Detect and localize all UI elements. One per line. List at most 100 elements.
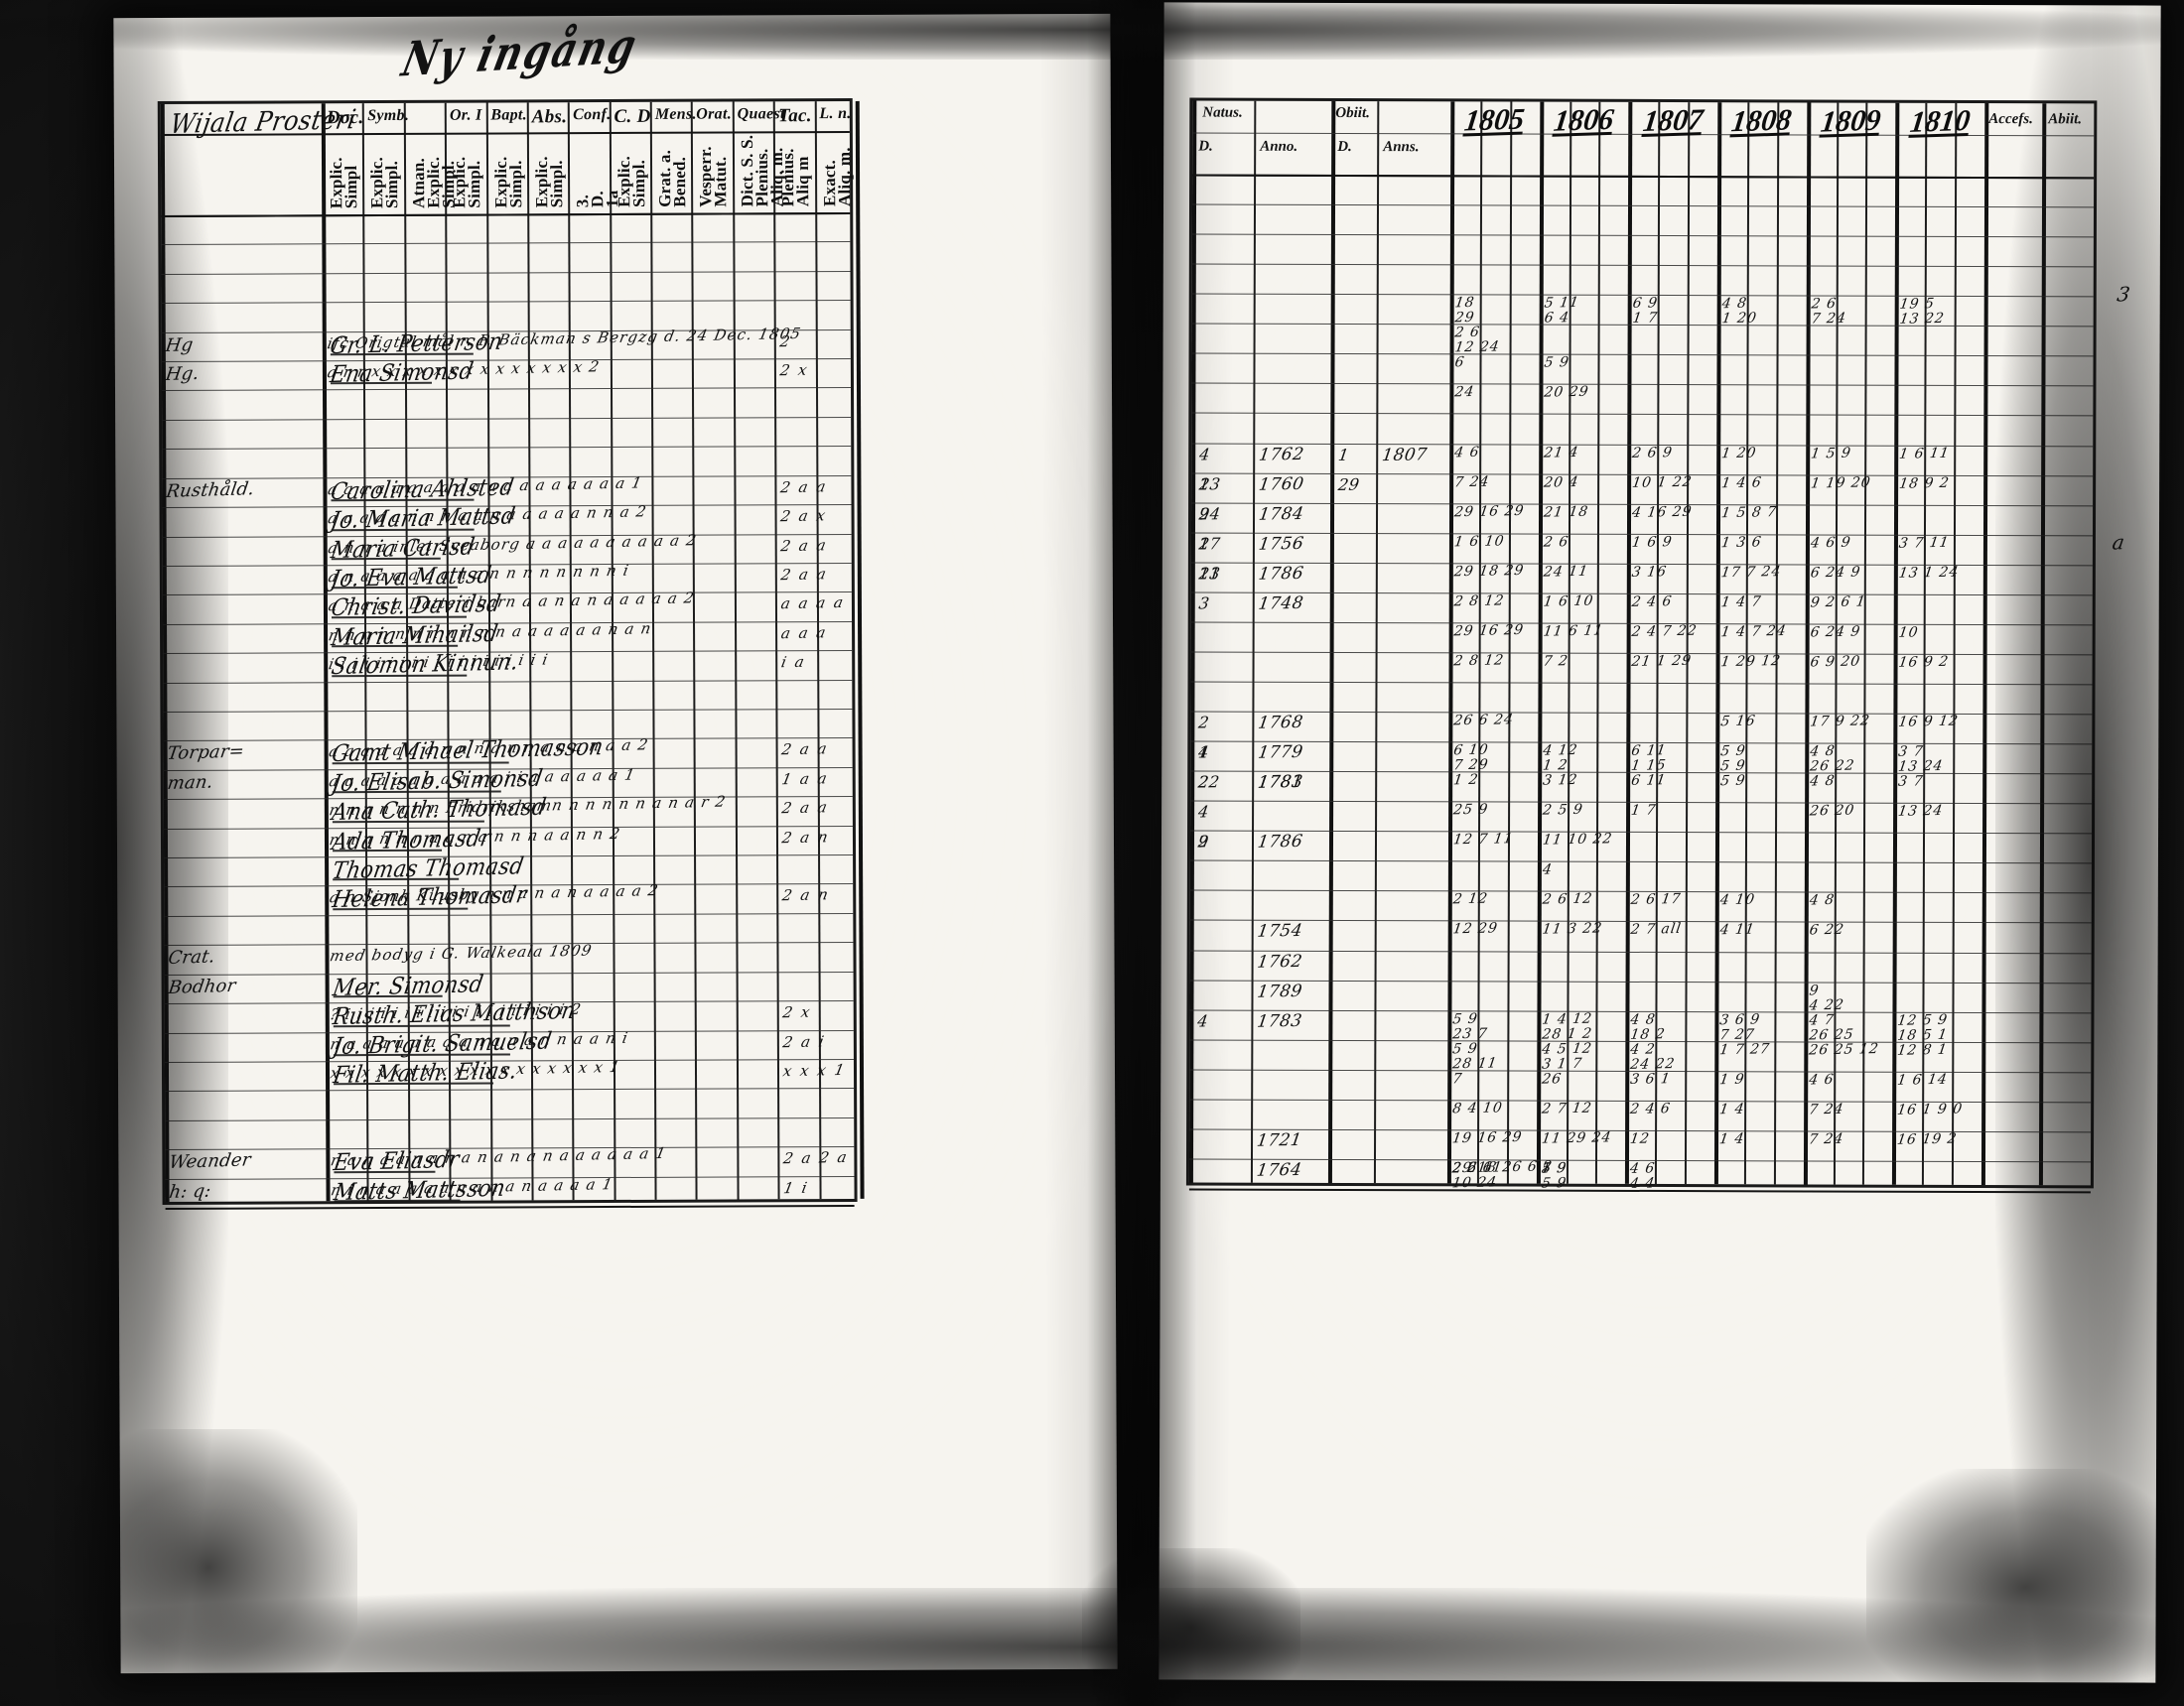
right-cell-1807-r22-l1: 18 2 xyxy=(1629,1025,1667,1043)
left-row-rule-31 xyxy=(165,1116,855,1121)
right-header-obiit-anns: Anns. xyxy=(1383,139,1420,156)
right-cell-1805-r28-l1: 10 24 xyxy=(1450,1174,1499,1192)
right-cell-1807-r28-l0: 4 6 xyxy=(1629,1160,1657,1177)
right-cell-1808-r19-l0: 4 10 xyxy=(1718,891,1757,909)
right-cell-1808-r15-l0: 5 9 xyxy=(1719,772,1747,790)
right-cell-1809-r24-l0: 4 6 xyxy=(1807,1071,1836,1089)
right-cell-1809-r5-l0: 1 5 9 xyxy=(1809,445,1852,462)
right-year-header-1: 1806 xyxy=(1552,102,1616,138)
right-natus-anno-7: 1756 xyxy=(1257,533,1305,555)
right-year-header-5: 1810 xyxy=(1907,103,1973,139)
right-cell-1808-r25-l0: 1 4 xyxy=(1718,1101,1746,1118)
left-row-name-underline-11 xyxy=(332,820,484,823)
left-row-tail-14: 2 a n xyxy=(780,885,833,905)
right-cell-1807-r22-l0: 4 8 xyxy=(1629,1011,1658,1028)
right-cell-1808-r7-l0: 1 5 8 7 xyxy=(1719,503,1779,521)
right-natus-anno-24: 1721 xyxy=(1255,1129,1303,1151)
right-row-rule-27 xyxy=(1189,980,2092,984)
right-header-natus-anno: Anno. xyxy=(1260,138,1298,155)
right-cell-1810-r6-l0: 18 9 2 xyxy=(1898,474,1952,492)
right-natus-d-16: 22 xyxy=(1196,772,1221,792)
left-page: Ny ingång Wijala Prosteri Doc. Explic. Simp… xyxy=(113,13,1118,1674)
right-cell-1808-r20-l0: 4 11 xyxy=(1718,921,1756,939)
left-row-rule-7 xyxy=(162,416,852,421)
left-col-header-8: Mens. xyxy=(654,105,697,123)
right-cell-1805-r12-l0: 2 8 12 xyxy=(1452,652,1506,670)
right-cell-1807-r16-l0: 1 7 xyxy=(1630,802,1658,820)
left-row-tail-6: a a a a xyxy=(779,593,848,613)
right-cell-1807-r8-l0: 1 6 9 xyxy=(1631,533,1675,551)
right-cell-1805-r19-l0: 2 12 xyxy=(1451,891,1490,908)
right-natus-anno-5: 1784 xyxy=(1257,503,1305,525)
right-page: Natus. Obiit. D. Anno. D. Anns. 1805 1806 1807 18… xyxy=(1159,2,2161,1683)
right-cell-1808-r13-l0: 5 16 xyxy=(1719,713,1757,730)
right-cell-1808-r6-l0: 1 4 6 xyxy=(1720,473,1763,491)
right-natus-d-11: 3 xyxy=(1197,593,1211,613)
right-cell-1805-r25-l0: 8 4 10 xyxy=(1451,1100,1504,1117)
right-table: Natus. Obiit. D. Anno. D. Anns. 1805 1806 1807 18… xyxy=(1185,97,2132,1194)
right-cell-1808-r24-l0: 1 9 xyxy=(1718,1071,1746,1088)
left-row-name-underline-10 xyxy=(332,790,501,794)
right-row-rule-2 xyxy=(1191,233,2094,238)
left-row-marks-0: ifc Origtal mål r. P. Bäckman s Bergzg d… xyxy=(326,324,803,352)
right-cell-1806-r17-l0: 11 10 22 xyxy=(1541,831,1614,849)
right-obiit-d-0: 1 xyxy=(1336,445,1351,464)
right-cell-1808-r12-l0: 1 29 12 xyxy=(1719,652,1783,671)
right-cell-1806-r14-l0: 4 12 xyxy=(1541,742,1579,759)
right-natus-anno-22: 1789 xyxy=(1256,981,1304,1002)
right-cell-1809-r21-l0: 9 xyxy=(1808,982,1821,999)
left-row-tail-7: a a a xyxy=(779,622,830,643)
right-cell-1805-r13-l0: 26 6 24 xyxy=(1452,712,1515,729)
left-row-tail-0: 2 xyxy=(778,331,794,350)
right-obiit-d-1: 29 xyxy=(1336,474,1361,494)
left-col-header-4: Bapt. xyxy=(490,106,527,124)
left-table-col-rule-13 xyxy=(855,100,865,1199)
right-cell-1805-r7-l0: 29 16 29 xyxy=(1452,502,1526,521)
right-margin-mark-1: a xyxy=(2111,530,2127,555)
left-row-tail-10: 1 a a xyxy=(780,769,831,789)
right-cell-1806-r18-l0: 4 xyxy=(1541,861,1554,878)
right-cell-1805-r17-l0: 12 7 11 xyxy=(1451,831,1515,849)
right-cell-1810-r24-l0: 1 6 14 xyxy=(1896,1071,1950,1089)
left-row-rule-26 xyxy=(164,971,854,976)
right-row-rule-3 xyxy=(1191,263,2094,268)
right-cell-1806-r5-l0: 21 4 xyxy=(1542,444,1580,461)
right-cell-1810-r1-l1: 13 22 xyxy=(1898,311,1947,328)
right-cell-1808-r22-l0: 3 6 9 xyxy=(1718,1011,1762,1028)
right-cell-1806-r6-l0: 20 4 xyxy=(1542,473,1580,491)
right-header-obiit: Obiit. xyxy=(1335,104,1370,122)
left-col-header-0: Doc. xyxy=(326,107,364,129)
left-row-tail-17: 2 x xyxy=(781,1002,814,1022)
right-cell-1808-r10-l0: 1 4 7 xyxy=(1719,593,1763,611)
right-cell-1810-r16-l0: 13 24 xyxy=(1897,803,1945,821)
right-natus-anno-3: 1760 xyxy=(1257,473,1305,495)
right-natus-d-23: 4 xyxy=(1196,1010,1210,1031)
left-row-tail-9: 2 a a xyxy=(780,739,831,759)
right-cell-1809-r13-l0: 17 9 22 xyxy=(1808,713,1871,730)
right-cell-1810-r11-l0: 10 xyxy=(1897,624,1920,641)
right-cell-1810-r8-l0: 3 7 11 xyxy=(1898,534,1951,552)
right-row-rule-7 xyxy=(1191,382,2094,387)
right-cell-1810-r23-l0: 12 8 1 xyxy=(1896,1041,1950,1059)
right-cell-1806-r23-l0: 4 5 12 xyxy=(1540,1040,1593,1058)
right-cell-1805-r23-l1: 28 11 xyxy=(1451,1055,1499,1073)
right-natus-anno-2: 1762 xyxy=(1257,444,1305,465)
right-natus-d-12: 2 xyxy=(1197,713,1211,732)
right-natus-d-4: 2 xyxy=(1197,473,1212,494)
right-cell-1809-r20-l0: 6 22 xyxy=(1808,922,1845,939)
right-cell-1808-r8-l0: 1 3 6 xyxy=(1719,534,1763,551)
right-cell-1806-r7-l0: 21 18 xyxy=(1542,503,1589,521)
right-cell-1809-r12-l0: 6 9 20 xyxy=(1809,653,1861,671)
right-cell-1808-r11-l0: 1 4 7 24 xyxy=(1719,622,1788,641)
right-natus-anno-23: 1783 xyxy=(1256,1010,1304,1032)
left-col-header-7: C. D xyxy=(614,105,651,127)
right-row-rule-0 xyxy=(1192,174,2095,180)
right-cell-1805-r16-l0: 25 9 xyxy=(1451,801,1490,819)
left-col-subheader-9-1: Matut. xyxy=(711,156,731,207)
right-year-header-4: 1809 xyxy=(1819,103,1883,139)
handwritten-title: Ny ingång xyxy=(397,16,643,87)
right-cell-1805-r5-l0: 4 6 xyxy=(1453,444,1481,460)
left-col-subheader-1-1: Simpl. xyxy=(382,160,402,209)
right-cell-1807-r26-l0: 12 xyxy=(1629,1130,1652,1147)
right-cell-1805-r23-l0: 5 9 xyxy=(1451,1040,1479,1058)
